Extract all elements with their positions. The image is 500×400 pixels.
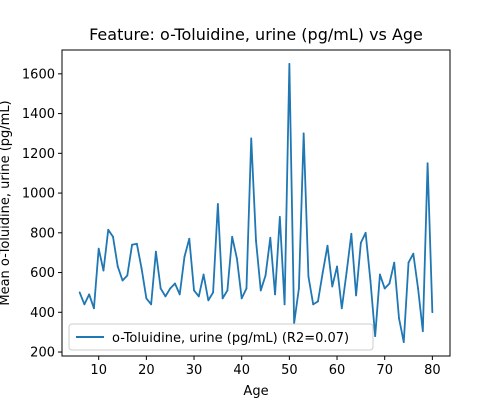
x-tick-label: 10 [90,363,107,378]
data-point [374,335,377,338]
data-point [355,294,357,297]
y-tick-label: 1600 [22,67,55,82]
legend: o-Toluidine, urine (pg/mL) (R2=0.07) [68,323,374,351]
data-point [245,287,248,290]
data-point [364,231,367,234]
data-point [393,261,396,264]
y-tick-label: 600 [30,266,55,281]
data-point [88,293,91,296]
data-point [107,228,110,231]
x-tick-label: 50 [281,363,298,378]
data-point [312,303,315,306]
data-point [169,287,172,290]
data-point [145,297,148,300]
legend-label: o-Toluidine, urine (pg/mL) (R2=0.07) [112,331,349,346]
data-point [255,239,257,242]
data-point [202,273,205,276]
x-tick-label: 30 [186,363,203,378]
data-point [207,299,210,302]
data-point [317,300,319,303]
x-tick-label: 20 [138,363,155,378]
data-point [350,232,353,235]
data-point [178,293,181,296]
x-tick-label: 70 [376,363,393,378]
data-point [159,287,162,290]
data-point [259,289,262,292]
data-point [331,285,334,288]
y-tick-label: 1000 [22,187,55,202]
data-point [93,307,95,310]
data-point [197,295,200,298]
data-point [83,303,86,306]
data-point [402,341,405,343]
data-point [78,291,81,294]
data-point [398,317,400,320]
data-point [336,265,338,268]
data-point [121,279,124,282]
data-point [188,237,191,240]
data-point [269,236,272,239]
data-point [412,252,415,255]
data-point [231,235,234,238]
data-point [102,269,105,272]
y-tick-label: 400 [30,306,55,321]
legend-box [68,323,374,351]
data-point [216,203,219,205]
data-point [135,242,138,245]
data-point [126,274,129,277]
y-axis-label: Mean o-Toluidine, urine (pg/mL) [0,100,13,305]
data-point [112,235,114,238]
data-point [359,241,362,244]
data-point [383,287,386,290]
data-point [379,273,381,276]
data-point [278,216,281,218]
chart-title: Feature: o-Toluidine, urine (pg/mL) vs A… [89,25,423,44]
data-point [345,271,348,274]
data-point [193,289,195,292]
data-point [421,330,424,333]
data-point [321,271,324,274]
data-point [164,295,167,298]
data-point [131,243,133,246]
data-point [431,311,434,314]
data-point [174,282,176,285]
axes-frame [61,49,451,357]
data-point [155,250,157,253]
x-tick-label: 40 [233,363,250,378]
data-point [221,297,224,300]
axis-ticks: 10 20 30 40 50 60 70 80 200 400 600 800 1000 1200 1400… [22,67,441,378]
data-point [426,162,429,165]
data-point [274,293,276,296]
data-point [340,307,343,310]
y-tick-label: 200 [30,346,55,361]
data-point [369,279,372,282]
data-point [212,291,215,294]
data-point [302,132,305,135]
data-point [326,244,329,247]
data-point [307,275,310,278]
data-point [236,257,238,260]
data-point [288,63,291,65]
data-point [140,267,143,270]
x-tick-label: 60 [329,363,346,378]
data-point [250,137,253,140]
data-point [283,303,286,306]
data-point [388,282,391,285]
data-point [240,297,243,300]
y-tick-label: 1200 [22,147,55,162]
y-tick-label: 800 [30,226,55,241]
data-point [97,247,100,250]
x-tick-label: 80 [424,363,441,378]
data-point [417,287,419,290]
data-point [407,261,410,264]
data-point [226,289,229,292]
y-tick-label: 1400 [22,107,55,122]
data-point [116,265,119,268]
x-axis-label: Age [243,384,268,399]
data-point [297,287,300,290]
data-point [264,274,267,277]
data-point [150,303,153,306]
data-point [183,255,186,258]
